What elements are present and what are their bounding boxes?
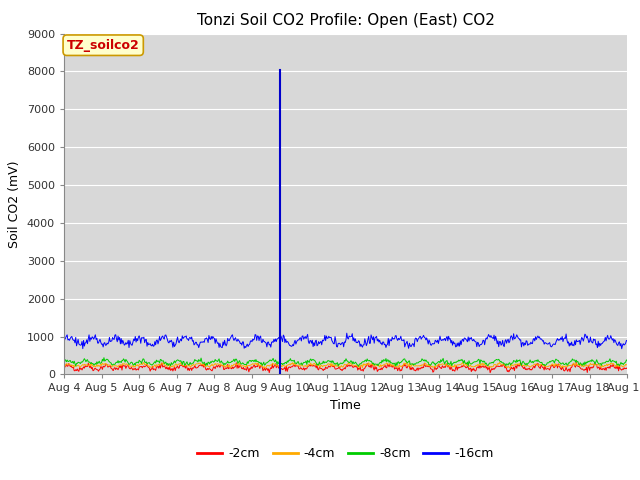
-8cm (100, 355, 108, 360)
-4cm (415, 363, 422, 369)
-8cm (186, 360, 194, 365)
Line: -8cm: -8cm (64, 358, 627, 366)
-8cm (416, 359, 424, 364)
-16cm (415, 336, 422, 341)
-8cm (129, 362, 137, 368)
-16cm (343, 330, 351, 336)
-8cm (70, 358, 78, 364)
-16cm (618, 346, 625, 351)
Title: Tonzi Soil CO2 Profile: Open (East) CO2: Tonzi Soil CO2 Profile: Open (East) CO2 (196, 13, 495, 28)
-2cm (186, 368, 193, 373)
-4cm (431, 365, 439, 371)
-16cm (215, 345, 223, 350)
-8cm (432, 360, 440, 366)
-2cm (128, 366, 136, 372)
X-axis label: Time: Time (330, 399, 361, 412)
-2cm (623, 365, 631, 371)
Line: -4cm: -4cm (64, 362, 627, 368)
Text: TZ_soilco2: TZ_soilco2 (67, 39, 140, 52)
-16cm (128, 342, 136, 348)
-4cm (623, 361, 631, 367)
-2cm (215, 363, 223, 369)
-8cm (355, 363, 362, 369)
-16cm (623, 338, 631, 344)
-2cm (60, 364, 68, 370)
-2cm (266, 370, 273, 375)
-2cm (415, 365, 422, 371)
-4cm (128, 364, 136, 370)
-2cm (70, 368, 78, 373)
-16cm (431, 337, 439, 343)
-16cm (186, 335, 193, 341)
-8cm (216, 360, 224, 365)
-4cm (215, 362, 223, 368)
-4cm (186, 361, 193, 367)
Line: -16cm: -16cm (64, 333, 627, 348)
Legend: -2cm, -4cm, -8cm, -16cm: -2cm, -4cm, -8cm, -16cm (193, 442, 499, 465)
Line: -2cm: -2cm (64, 362, 627, 372)
-8cm (60, 357, 68, 363)
-4cm (262, 365, 269, 371)
-8cm (623, 358, 631, 363)
-16cm (60, 340, 68, 346)
-16cm (70, 337, 78, 343)
-4cm (60, 362, 68, 368)
-2cm (431, 364, 439, 370)
-2cm (572, 360, 580, 365)
-4cm (496, 360, 504, 365)
Y-axis label: Soil CO2 (mV): Soil CO2 (mV) (8, 160, 21, 248)
-4cm (70, 364, 78, 370)
